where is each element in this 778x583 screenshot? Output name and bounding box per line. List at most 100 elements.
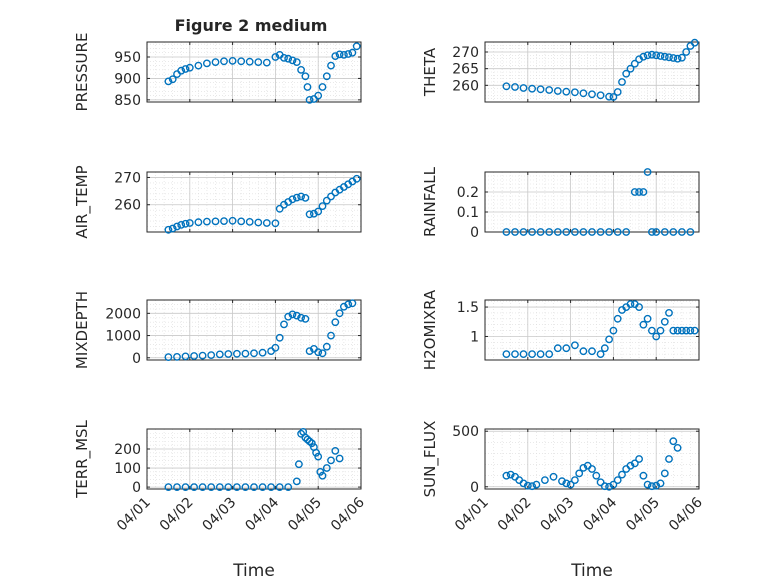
data-point — [301, 433, 310, 442]
data-point — [254, 58, 263, 66]
data-point — [605, 228, 613, 236]
data-point — [352, 174, 361, 183]
subplot-4: 0 0.1 0.2 RAINFALL — [421, 166, 700, 241]
tick-marks — [146, 300, 362, 360]
y-tick-label: 260 — [114, 198, 141, 214]
data-point — [665, 308, 673, 317]
data-point — [301, 193, 310, 202]
data-point — [635, 455, 643, 463]
data-point — [678, 326, 686, 335]
y-tick-label: 270 — [114, 170, 141, 186]
axes-box — [146, 299, 362, 361]
data-point — [618, 470, 626, 479]
data-point — [562, 228, 571, 236]
data-point — [592, 471, 601, 480]
data-point — [596, 228, 605, 236]
data-point — [665, 455, 673, 463]
data-point — [626, 300, 635, 308]
y-axis-label: AIR_TEMP — [73, 165, 92, 238]
y-tick-label: 850 — [114, 93, 141, 109]
tick-marks — [484, 429, 700, 489]
data-point — [643, 314, 652, 323]
data-point — [600, 482, 609, 491]
data-point — [280, 54, 288, 62]
data-point — [331, 446, 340, 455]
data-point — [643, 168, 652, 176]
data-point — [215, 350, 224, 359]
data-point — [605, 335, 613, 344]
data-point — [545, 228, 554, 236]
data-point — [307, 439, 316, 448]
y-axis-label: RAINFALL — [421, 166, 439, 237]
axes-box — [484, 428, 700, 490]
data-point — [294, 460, 303, 469]
axes-box — [484, 41, 700, 103]
data-point — [275, 204, 284, 213]
data-point — [331, 318, 340, 327]
data-point — [232, 483, 241, 491]
data-point — [237, 57, 246, 66]
data-point — [532, 480, 541, 489]
data-point — [669, 228, 678, 236]
data-point — [682, 326, 691, 335]
data-point — [181, 219, 190, 228]
data-point — [656, 326, 665, 335]
data-series — [164, 42, 361, 104]
data-point — [168, 75, 177, 84]
data-point — [635, 188, 643, 196]
data-point — [198, 351, 207, 360]
data-point — [262, 219, 271, 227]
minor-grid — [147, 429, 361, 489]
data-point — [335, 454, 344, 463]
data-point — [318, 471, 327, 480]
data-point — [267, 483, 275, 491]
data-point — [207, 351, 216, 359]
data-point — [630, 59, 639, 68]
y-tick-label: 265 — [452, 62, 479, 78]
data-point — [275, 483, 284, 491]
data-series — [502, 300, 699, 358]
data-point — [202, 59, 211, 68]
data-point — [622, 228, 631, 236]
data-point — [635, 303, 643, 311]
data-point — [181, 483, 190, 491]
data-point — [511, 83, 519, 91]
data-point — [297, 192, 305, 201]
data-point — [322, 196, 331, 205]
subplot-5: 0 1000 2000 MIXDEPTH — [73, 291, 362, 369]
data-point — [250, 349, 258, 358]
subplot-6: 1 1.5 H2OMIXRA — [421, 289, 700, 370]
data-point — [660, 228, 669, 236]
data-point — [652, 481, 661, 490]
data-point — [173, 483, 181, 491]
data-point — [194, 218, 203, 227]
data-point — [344, 50, 353, 58]
data-point — [528, 350, 536, 358]
data-point — [292, 477, 301, 486]
data-point — [292, 58, 301, 66]
data-point — [523, 481, 532, 490]
data-point — [588, 90, 596, 99]
data-point — [211, 58, 220, 66]
x-axis-label: Time — [232, 561, 275, 581]
data-point — [164, 353, 173, 361]
data-point — [202, 217, 211, 226]
subplot-3: 260 270 AIR_TEMP — [73, 165, 362, 239]
y-tick-label: 100 — [114, 461, 141, 477]
data-point — [639, 52, 648, 61]
data-point — [288, 310, 297, 319]
figure-title: Figure 2 medium — [175, 16, 328, 35]
data-point — [571, 228, 579, 236]
data-point — [648, 228, 656, 236]
data-point — [562, 344, 571, 353]
data-point — [292, 193, 301, 202]
data-point — [327, 192, 335, 201]
y-tick-label: 200 — [114, 442, 141, 458]
data-point — [626, 461, 635, 470]
data-point — [301, 314, 310, 323]
data-point — [588, 347, 596, 356]
data-series — [164, 299, 357, 361]
data-point — [297, 66, 305, 74]
data-point — [275, 333, 284, 342]
